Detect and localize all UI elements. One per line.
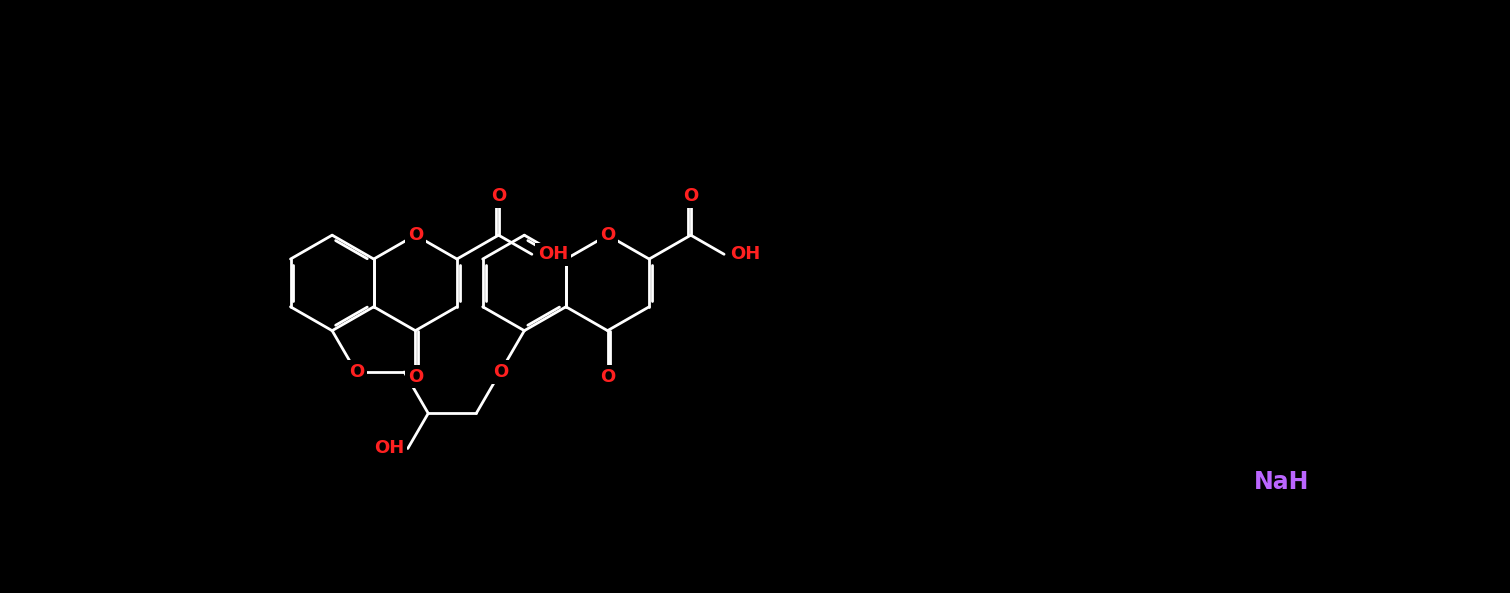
Text: O: O <box>408 368 423 385</box>
Text: NaH: NaH <box>1253 470 1309 493</box>
Text: O: O <box>349 363 364 381</box>
Text: O: O <box>683 187 699 205</box>
Text: O: O <box>599 368 615 385</box>
Text: O: O <box>492 363 507 381</box>
Text: OH: OH <box>538 246 568 263</box>
Text: O: O <box>599 226 615 244</box>
Text: O: O <box>491 187 506 205</box>
Text: OH: OH <box>731 246 761 263</box>
Text: O: O <box>408 226 423 244</box>
Text: OH: OH <box>373 439 405 457</box>
